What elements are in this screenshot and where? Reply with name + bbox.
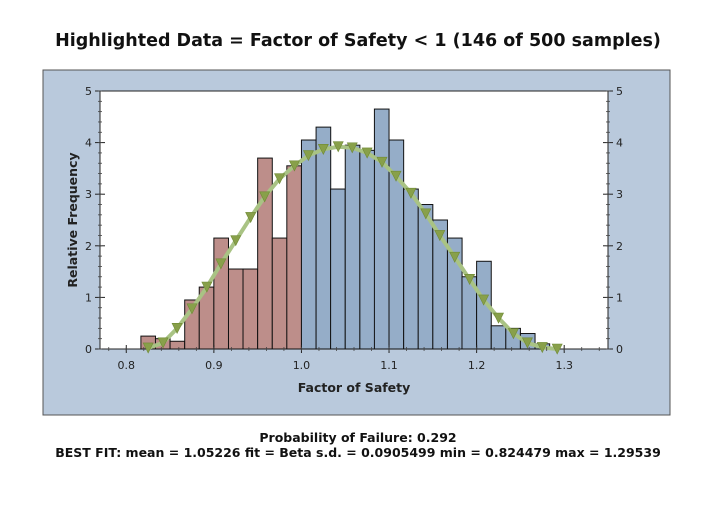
histogram-bar: [271, 237, 288, 350]
y-tick-label-right: 2: [616, 240, 623, 253]
fit-marker: [493, 312, 505, 324]
histogram-bar: [315, 126, 332, 350]
fit-marker: [332, 141, 344, 153]
fit-marker: [478, 294, 490, 306]
histogram-bar: [417, 204, 434, 350]
fit-marker: [361, 147, 373, 159]
histogram-bar: [359, 149, 375, 350]
x-tick-label: 1.3: [555, 359, 573, 372]
x-tick-label: 0.9: [205, 359, 223, 372]
histogram-bar: [257, 157, 273, 350]
histogram-bar: [373, 108, 390, 350]
fit-marker: [536, 342, 548, 354]
y-tick-label-right: 0: [616, 343, 623, 356]
fit-marker: [551, 343, 563, 355]
best-fit-summary: BEST FIT: mean = 1.05226 fit = Beta s.d.…: [55, 445, 661, 460]
fit-marker: [507, 328, 519, 340]
fit-marker: [464, 274, 476, 286]
fit-marker: [157, 337, 169, 349]
fit-marker: [420, 208, 432, 220]
fit-marker: [274, 173, 286, 185]
fit-marker: [317, 144, 329, 155]
fit-curve-layer: [142, 141, 563, 355]
x-tick-label: 1.2: [468, 359, 486, 372]
fit-marker: [376, 156, 388, 168]
histogram-bar: [286, 165, 302, 350]
fit-marker: [449, 251, 461, 263]
y-tick-label-left: 3: [85, 188, 92, 201]
histogram-bar: [227, 268, 244, 350]
fit-marker: [521, 337, 533, 349]
fit-marker: [230, 235, 242, 247]
y-tick-label-left: 4: [85, 137, 92, 150]
histogram-bar: [490, 325, 507, 350]
y-tick-label-left: 5: [85, 85, 92, 98]
fit-marker: [346, 142, 358, 154]
x-axis-label: Factor of Safety: [298, 380, 411, 395]
y-axis-label: Relative Frequency: [65, 152, 80, 287]
y-tick-label-right: 5: [616, 85, 623, 98]
fit-marker: [390, 170, 402, 182]
y-tick-label-left: 2: [85, 240, 92, 253]
fit-marker: [142, 342, 154, 354]
fit-marker: [434, 230, 446, 242]
histogram-bars: [140, 108, 551, 350]
y-tick-label-right: 1: [616, 291, 623, 304]
fit-marker: [405, 187, 417, 199]
histogram-bar: [344, 144, 361, 350]
x-tick-label: 1.0: [293, 359, 311, 372]
fit-marker: [259, 191, 271, 203]
chart-title: Highlighted Data = Factor of Safety < 1 …: [55, 31, 661, 51]
y-tick-label-left: 1: [85, 291, 92, 304]
histogram-bar: [403, 188, 419, 350]
y-tick-label-right: 4: [616, 137, 623, 150]
fit-marker: [186, 303, 198, 315]
axes-layer: 0 0 1 1 2 2 3 3 4 4 5 5 0.8 0.9 1.0 1.1 1.2 1.3: [85, 85, 623, 372]
probability-of-failure: Probability of Failure: 0.292: [259, 430, 457, 445]
histogram-bar: [476, 260, 492, 350]
histogram-bar: [330, 188, 346, 350]
x-tick-label: 1.1: [380, 359, 398, 372]
y-tick-label-right: 3: [616, 188, 623, 201]
histogram-bar: [242, 268, 259, 350]
fit-marker: [302, 150, 314, 162]
fit-marker: [245, 212, 257, 224]
y-tick-label-left: 0: [85, 343, 92, 356]
fit-marker: [215, 258, 227, 270]
histogram-bar: [169, 340, 186, 350]
fit-marker: [288, 160, 300, 172]
fit-marker: [171, 323, 183, 335]
histogram-bar: [300, 139, 317, 350]
fit-marker: [201, 281, 213, 293]
x-tick-label: 0.8: [118, 359, 136, 372]
